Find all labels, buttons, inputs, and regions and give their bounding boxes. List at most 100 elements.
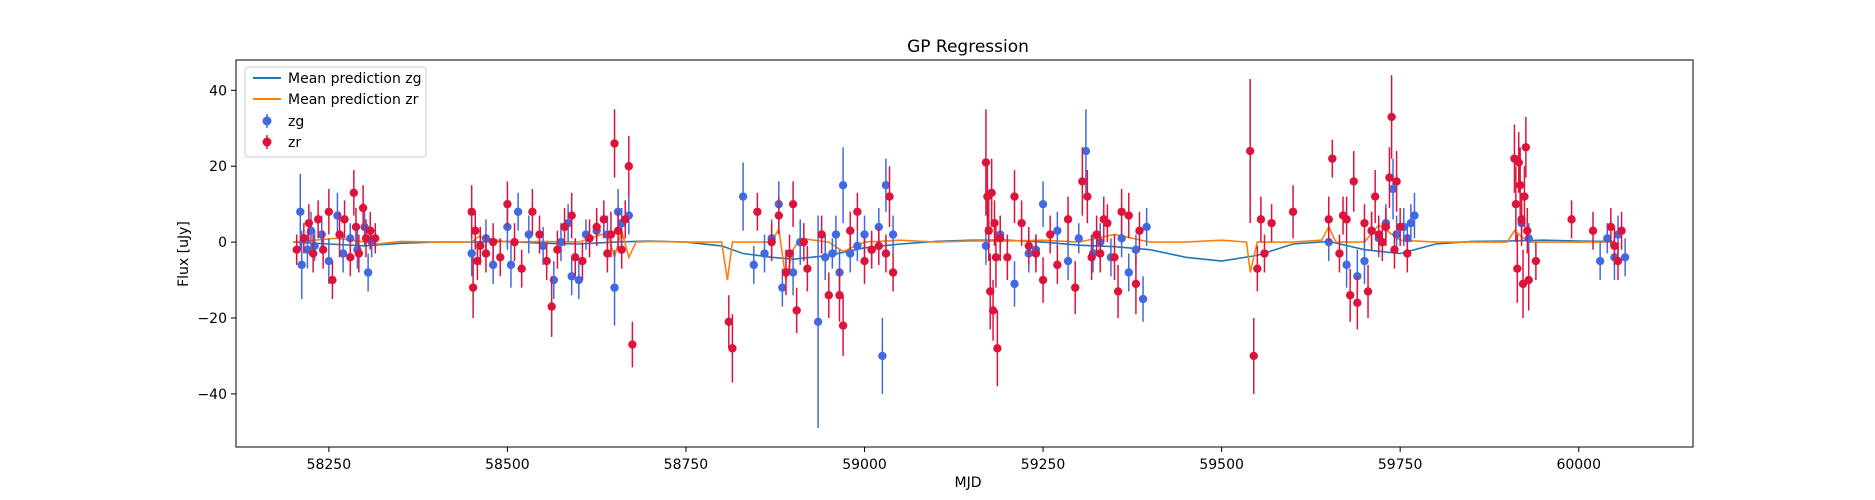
point-zr [628, 321, 637, 368]
plot-frame [235, 59, 1694, 448]
marker-zr [292, 245, 301, 254]
marker-zg [1524, 234, 1533, 243]
point-zr [1063, 196, 1073, 243]
marker-zr [496, 253, 505, 262]
marker-zr [613, 226, 623, 235]
marker-zr [1117, 207, 1126, 216]
marker-zr [1038, 275, 1048, 285]
x-tick-label: 58250 [307, 457, 352, 473]
point-zr [1260, 234, 1269, 273]
point-zr [304, 204, 314, 243]
point-zg [1388, 158, 1398, 220]
point-zg [749, 245, 759, 284]
point-zr [860, 238, 869, 284]
marker-zr [592, 222, 601, 232]
point-zg [1142, 207, 1151, 246]
point-zr [1135, 211, 1144, 250]
chart-title: GP Regression [907, 37, 1029, 57]
point-zr [328, 261, 337, 300]
marker-zr [1110, 253, 1119, 262]
marker-zr [1245, 146, 1255, 156]
marker-zr [853, 207, 862, 216]
point-zr [1113, 264, 1123, 318]
point-zr [1523, 207, 1532, 254]
marker-zr [366, 226, 375, 235]
marker-zr [988, 306, 998, 315]
marker-zg [1406, 218, 1416, 228]
point-zr [1031, 234, 1041, 273]
point-zr [624, 135, 634, 197]
marker-zr [481, 249, 491, 258]
marker-zg [297, 260, 306, 270]
marker-zr [991, 253, 1001, 262]
marker-zr [476, 241, 485, 251]
marker-zr [567, 211, 576, 220]
marker-zg [749, 260, 759, 270]
point-zr [1513, 234, 1522, 303]
point-zg [831, 215, 841, 254]
point-zg [738, 162, 748, 231]
point-zr [991, 226, 1001, 288]
point-zr [361, 219, 371, 258]
point-zr [1110, 234, 1119, 281]
point-zr [1518, 249, 1528, 318]
point-zr [1567, 200, 1576, 239]
marker-zr [724, 317, 734, 326]
marker-zr [553, 245, 562, 254]
marker-zg [549, 275, 559, 285]
marker-zg [324, 256, 334, 266]
y-tick-label: 40 [209, 83, 227, 99]
point-zg [1038, 181, 1048, 227]
point-zr [1342, 196, 1351, 243]
point-zr [547, 276, 556, 337]
marker-zr [313, 215, 323, 224]
marker-zr [781, 268, 791, 277]
marker-zr [1078, 177, 1087, 186]
marker-zr [785, 249, 794, 258]
marker-zr [1390, 245, 1399, 254]
x-tick-label: 60000 [1556, 457, 1601, 473]
point-zr [1370, 170, 1380, 224]
marker-zr [1113, 287, 1123, 296]
point-zg [513, 192, 523, 231]
y-axis: −40 −20 0 20 40 [197, 83, 236, 403]
marker-zr [1087, 253, 1096, 262]
x-tick-label: 58500 [485, 457, 530, 473]
point-zr [1053, 245, 1062, 284]
marker-zg [846, 249, 855, 258]
point-zr [881, 234, 891, 273]
point-zg [1074, 223, 1083, 254]
point-zr [1349, 151, 1358, 212]
point-zg [324, 238, 334, 284]
point-zr [1610, 226, 1619, 265]
point-zr [358, 185, 368, 231]
marker-zr [1610, 241, 1619, 251]
marker-zg [1063, 256, 1073, 266]
point-zr [728, 314, 737, 383]
marker-zg [1138, 294, 1148, 304]
marker-zg [981, 241, 991, 251]
marker-zr [846, 226, 855, 235]
marker-zr [351, 222, 361, 232]
point-zr [1524, 249, 1533, 311]
point-zr [1103, 204, 1112, 243]
marker-zr [335, 230, 344, 239]
point-zg [1010, 261, 1019, 307]
point-zr [1515, 147, 1525, 224]
legend: Mean prediction zg Mean prediction zr zg… [244, 66, 427, 158]
marker-zr [488, 237, 498, 247]
point-zr [1124, 192, 1133, 239]
marker-zr [993, 344, 1002, 353]
marker-zr [1046, 230, 1055, 239]
marker-zr [560, 222, 569, 232]
point-zg [1410, 192, 1419, 239]
point-zr [986, 253, 995, 330]
marker-zr [1024, 241, 1033, 251]
marker-zr [728, 344, 737, 353]
marker-zr [1606, 222, 1616, 232]
marker-zg [1342, 260, 1351, 270]
point-zr [996, 215, 1005, 262]
marker-zr [1521, 143, 1531, 152]
point-zr [1381, 207, 1391, 246]
marker-zr [1349, 177, 1358, 186]
